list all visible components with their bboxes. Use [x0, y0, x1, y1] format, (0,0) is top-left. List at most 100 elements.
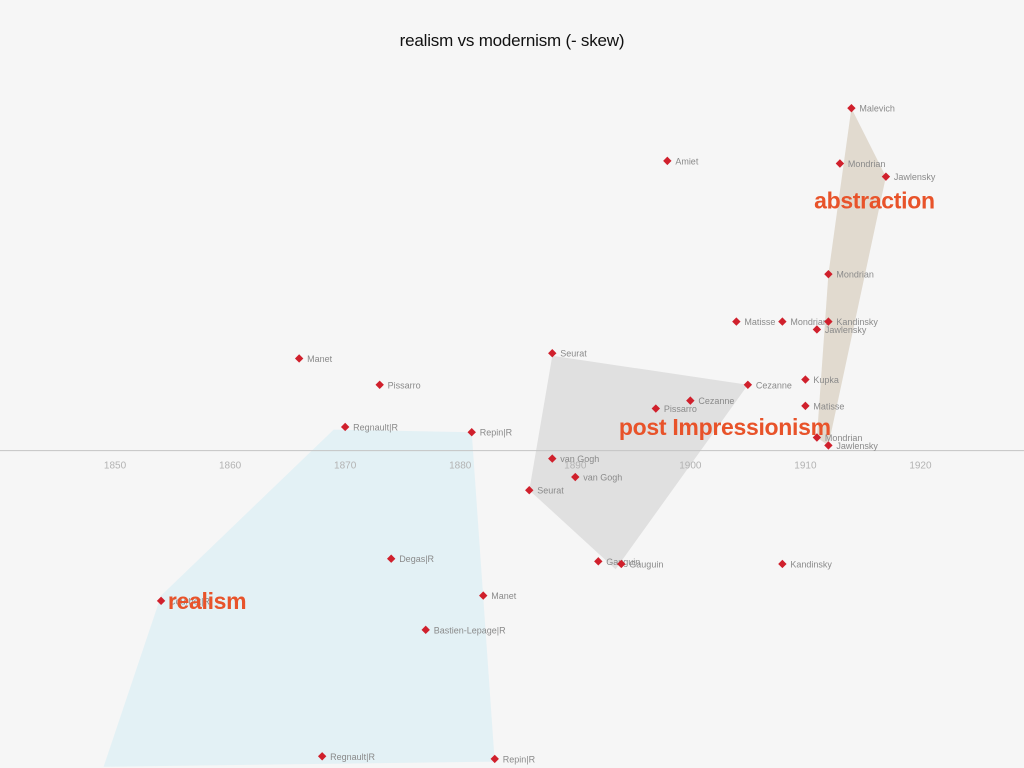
point-label: Manet: [491, 591, 517, 601]
point-marker: [548, 348, 557, 358]
point-label: Mondrian: [836, 270, 874, 280]
data-point: Kandinsky: [778, 559, 832, 569]
point-marker: [824, 269, 833, 279]
data-point: Pissarro: [651, 404, 697, 414]
point-marker: [375, 380, 384, 390]
point-label: Cezanne: [756, 380, 792, 390]
point-label: Kandinsky: [790, 559, 832, 569]
point-label: Repin|R: [480, 428, 513, 438]
point-marker: [824, 317, 833, 326]
point-marker: [801, 401, 810, 411]
point-label: Gauguin: [629, 559, 663, 569]
point-label: Malevich: [859, 104, 895, 114]
point-marker: [386, 554, 396, 563]
point-label: Seurat: [537, 486, 564, 496]
point-marker: [156, 596, 166, 606]
data-point: Seurat: [548, 349, 587, 359]
point-label: Matisse: [813, 401, 844, 411]
point-label: Courbet|R: [169, 596, 210, 606]
data-point: Amiet: [663, 156, 699, 166]
point-marker: [812, 325, 822, 334]
point-marker: [847, 103, 856, 113]
data-point: Mondrian: [835, 159, 886, 169]
point-marker: [743, 380, 753, 390]
point-label: Manet: [307, 354, 333, 364]
data-point: van Gogh: [548, 454, 599, 464]
point-marker: [571, 472, 580, 482]
point-label: Mondrian: [825, 433, 863, 443]
point-label: van Gogh: [560, 454, 599, 464]
point-label: Bastien-Lepage|R: [434, 625, 506, 635]
point-marker: [479, 591, 488, 600]
point-marker: [881, 172, 891, 181]
point-label: Seurat: [560, 349, 587, 359]
data-point: Repin|R: [490, 754, 536, 764]
data-point: Cezanne: [743, 380, 792, 390]
point-label: Regnault|R: [330, 752, 375, 762]
point-marker: [732, 317, 741, 326]
point-marker: [835, 159, 845, 168]
point-label: Matisse: [744, 317, 775, 327]
point-label: Degas|R: [399, 554, 434, 564]
region-label-abstraction: abstraction: [814, 187, 935, 213]
data-point: Courbet|R: [156, 596, 210, 606]
data-point: Degas|R: [386, 554, 435, 564]
region-abstraction: [816, 108, 886, 446]
region-labels: realism post Impressionism abstraction: [168, 187, 935, 613]
data-point: Pissarro: [375, 380, 421, 390]
point-marker: [812, 433, 822, 442]
point-marker: [778, 317, 787, 326]
region-label-post-impressionism: post Impressionism: [619, 414, 831, 440]
region-post-impressionism: [529, 355, 748, 570]
point-marker: [317, 752, 327, 761]
region-label-realism: realism: [168, 588, 246, 614]
chart-title: realism vs modernism (- skew): [399, 31, 625, 50]
point-label: Jawlensky: [836, 441, 878, 451]
data-point: Matisse: [801, 401, 844, 411]
point-marker: [548, 454, 557, 463]
data-point: Regnault|R: [340, 422, 399, 432]
data-point: Repin|R: [467, 428, 513, 438]
data-point: Manet: [294, 354, 333, 364]
point-label: Pissarro: [664, 404, 697, 414]
point-marker: [294, 354, 304, 363]
x-tick-label: 1890: [564, 461, 587, 472]
point-marker: [686, 396, 695, 405]
data-point: Seurat: [525, 486, 564, 496]
point-label: Jawlensky: [894, 172, 936, 182]
point-label: Cezanne: [698, 396, 734, 406]
point-marker: [467, 428, 476, 437]
point-label: Kandinsky: [836, 317, 878, 327]
point-marker: [525, 485, 534, 495]
point-marker: [340, 422, 350, 432]
point-label: van Gogh: [583, 473, 622, 483]
data-point: van Gogh: [571, 473, 622, 483]
point-marker: [801, 375, 810, 384]
point-label: Kupka: [813, 375, 839, 385]
point-label: Mondrian: [848, 159, 886, 169]
data-point: Bastien-Lepage|R: [421, 625, 506, 635]
data-point: Kupka: [801, 375, 839, 385]
region-realism: [103, 429, 495, 767]
x-tick-label: 1920: [909, 461, 932, 472]
data-point: Kandinsky: [824, 317, 878, 327]
x-tick-label: 1860: [219, 461, 242, 472]
point-marker: [824, 441, 833, 450]
data-point: Jawlensky: [824, 441, 878, 451]
point-label: Amiet: [675, 156, 699, 166]
point-marker: [594, 557, 603, 566]
data-point: Gauguin: [617, 559, 663, 569]
data-point: Manet: [479, 591, 517, 601]
data-point: Mondrian: [824, 270, 874, 280]
point-marker: [663, 156, 672, 166]
x-tick-label: 1910: [794, 461, 817, 472]
x-tick-label: 1880: [449, 461, 472, 472]
point-label: Regnault|R: [353, 422, 398, 432]
x-tick-label: 1870: [334, 461, 357, 472]
point-marker: [778, 559, 787, 569]
data-point: Regnault|R: [317, 752, 376, 762]
data-point: Matisse: [732, 317, 775, 327]
data-point: Cezanne: [686, 396, 734, 406]
